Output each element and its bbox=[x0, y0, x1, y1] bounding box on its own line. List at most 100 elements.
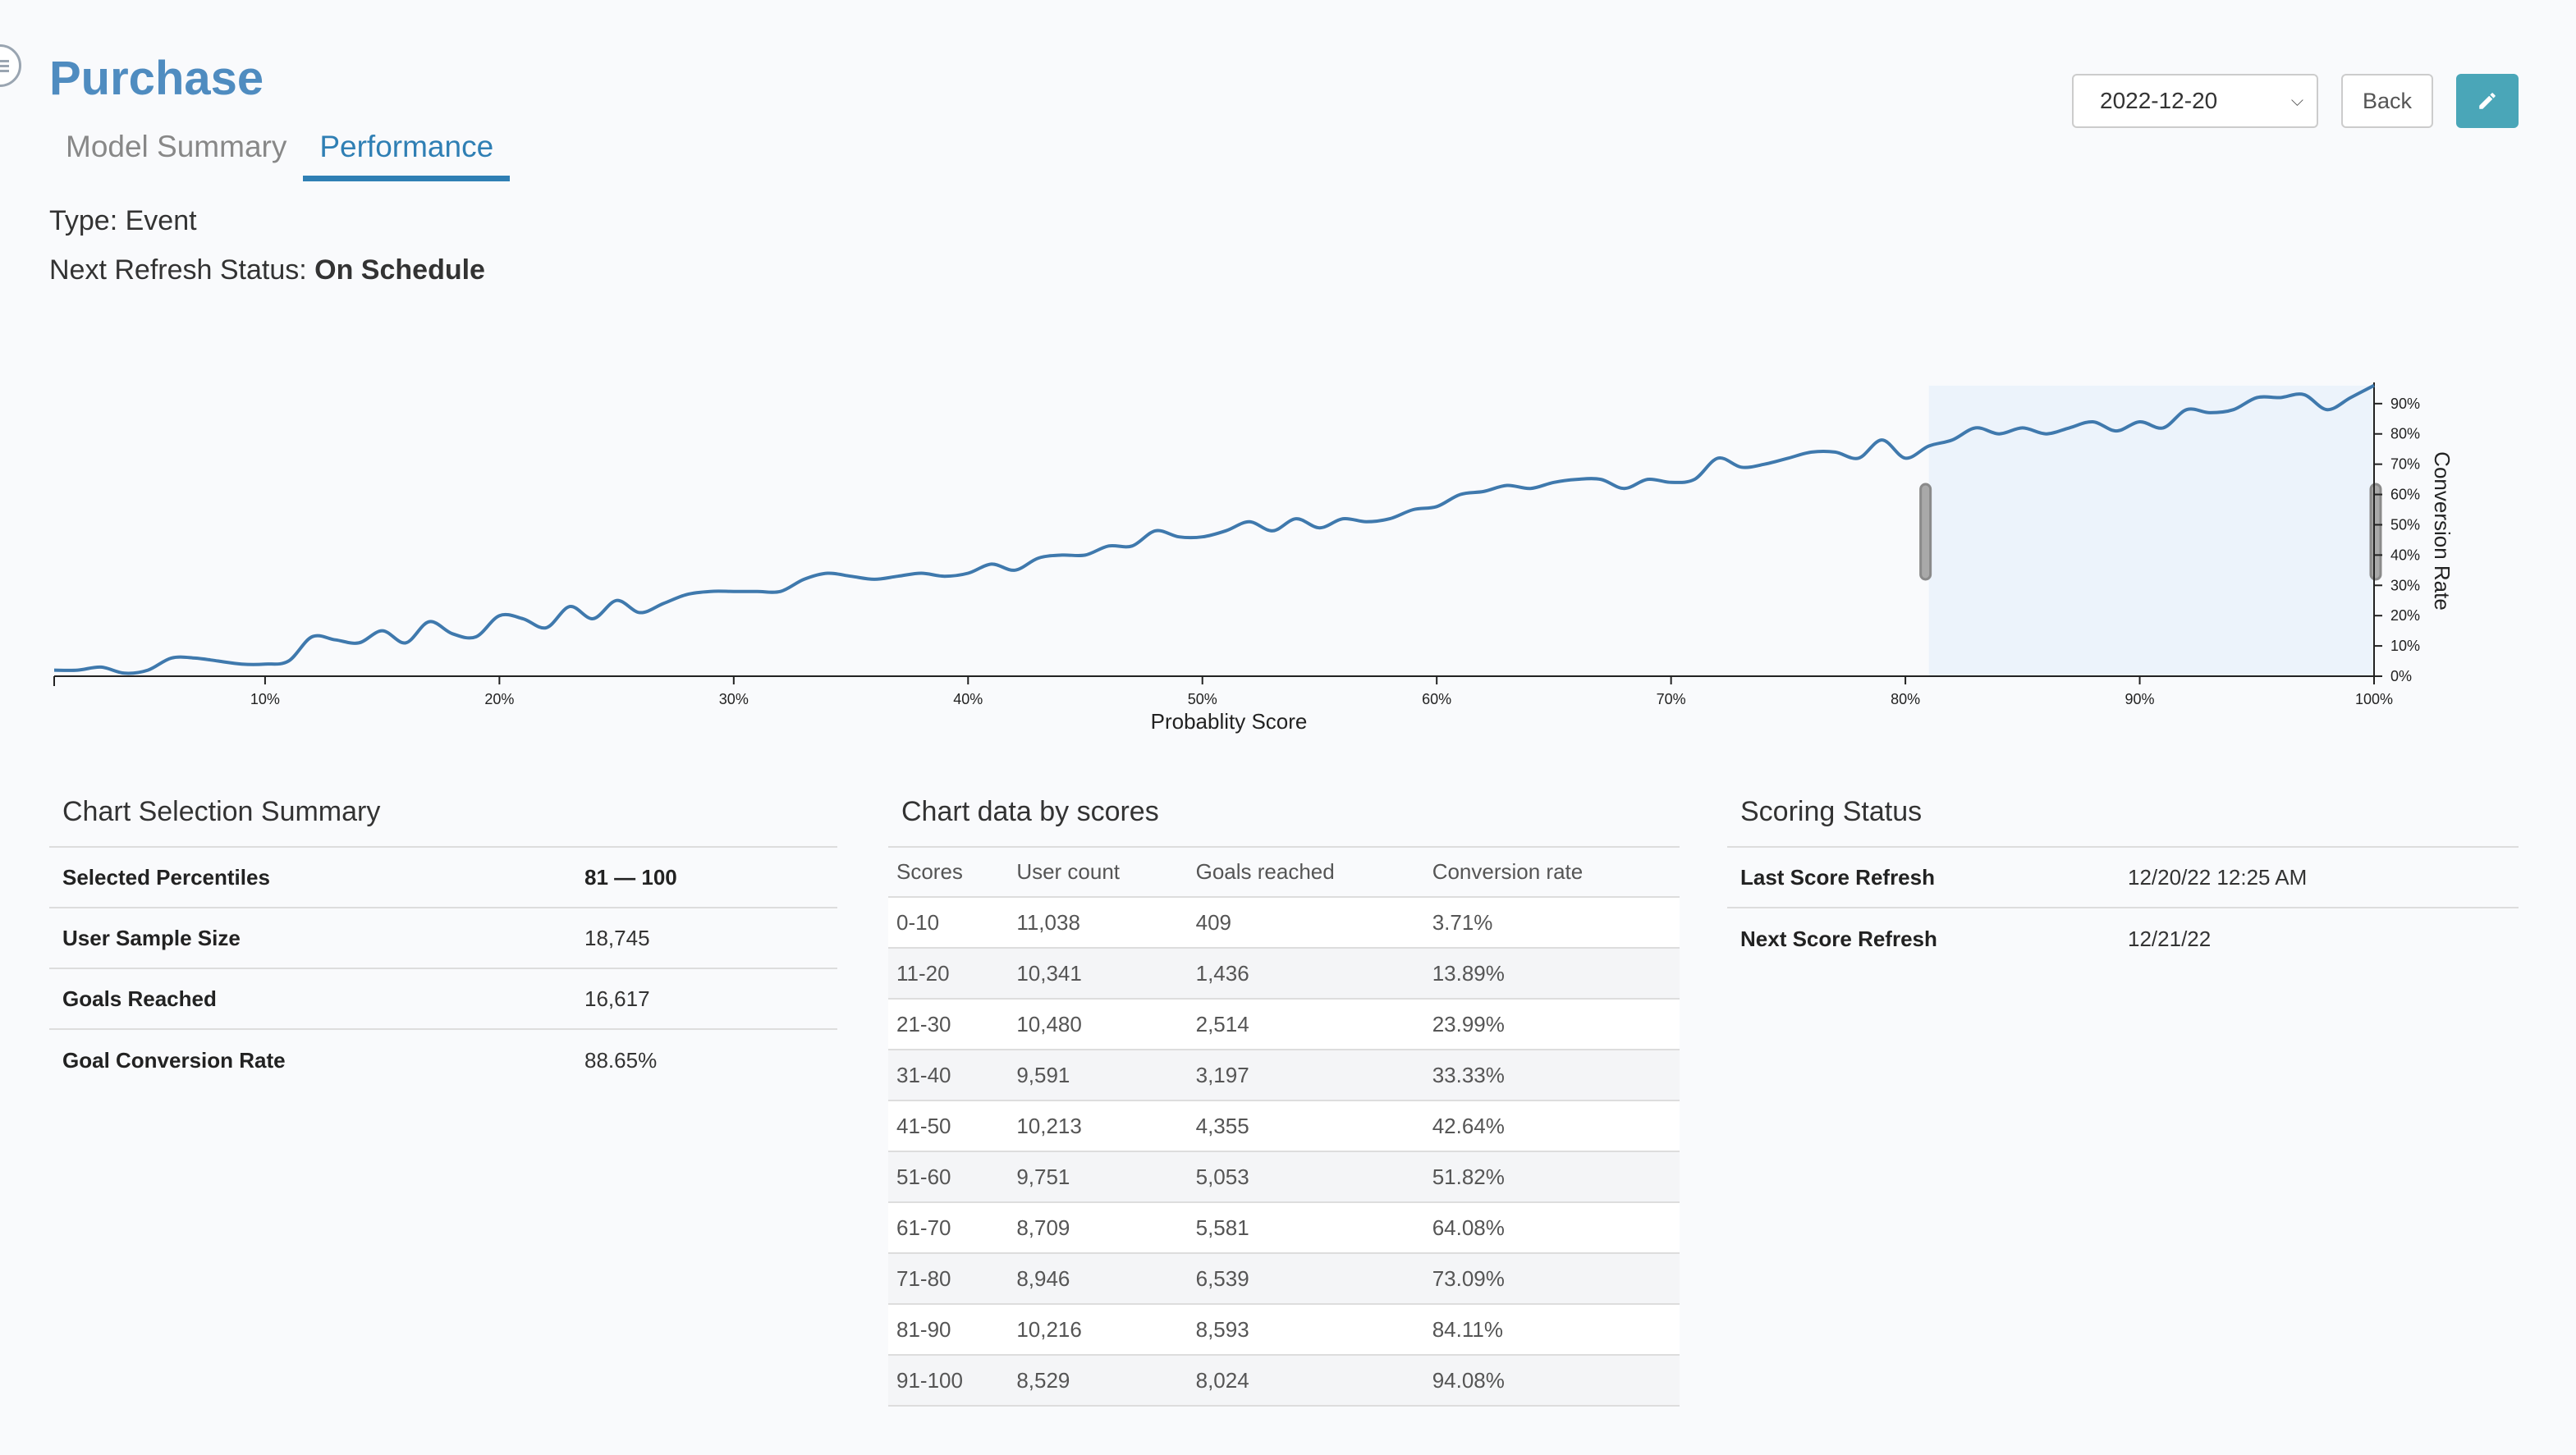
date-select-value: 2022-12-20 bbox=[2100, 88, 2218, 113]
table-row: 21-30 10,480 2,514 23.99% bbox=[888, 999, 1680, 1050]
cell-conversion-rate: 3.71% bbox=[1423, 897, 1680, 949]
cell-user-count: 11,038 bbox=[1008, 897, 1188, 949]
page-title: Purchase bbox=[49, 52, 264, 105]
tab-model-summary[interactable]: Model Summary bbox=[66, 130, 287, 163]
table-row: 11-20 10,341 1,436 13.89% bbox=[888, 948, 1680, 1000]
y-tick-label: 50% bbox=[2390, 516, 2420, 533]
cell-user-count: 8,529 bbox=[1008, 1355, 1188, 1407]
pencil-icon bbox=[2479, 93, 2496, 109]
x-tick-label: 100% bbox=[2355, 691, 2393, 707]
cell-conversion-rate: 73.09% bbox=[1423, 1253, 1680, 1305]
cell-conversion-rate: 94.08% bbox=[1423, 1355, 1680, 1407]
y-axis-ticks: 0% 10% 20% 30% 40% 50% 60% 70% 80% 90% bbox=[2374, 396, 2420, 684]
chevron-down-icon: ⌵ bbox=[2290, 91, 2303, 110]
cell-goals-reached: 8,024 bbox=[1187, 1355, 1424, 1407]
conversion-rate-line bbox=[53, 383, 2375, 675]
x-tick-label: 10% bbox=[250, 691, 280, 707]
table-row: 91-100 8,529 8,024 94.08% bbox=[888, 1355, 1680, 1407]
cell-conversion-rate: 33.33% bbox=[1423, 1050, 1680, 1101]
summary-label: Goals Reached bbox=[62, 986, 217, 1011]
tab-performance[interactable]: Performance bbox=[303, 123, 511, 181]
column-header-goals-reached[interactable]: Goals reached bbox=[1187, 848, 1424, 898]
menu-icon[interactable] bbox=[0, 44, 21, 87]
cell-scores: 11-20 bbox=[888, 948, 1009, 1000]
summary-value: 18,745 bbox=[584, 925, 650, 950]
x-tick-label: 40% bbox=[953, 691, 983, 707]
scores-table: Scores User count Goals reached Conversi… bbox=[888, 848, 1680, 1407]
cell-conversion-rate: 64.08% bbox=[1423, 1202, 1680, 1254]
cell-conversion-rate: 51.82% bbox=[1423, 1151, 1680, 1203]
y-tick-label: 80% bbox=[2390, 426, 2420, 442]
y-tick-label: 40% bbox=[2390, 547, 2420, 563]
column-header-user-count[interactable]: User count bbox=[1008, 848, 1188, 898]
summary-label: User Sample Size bbox=[62, 925, 241, 950]
cell-user-count: 9,591 bbox=[1008, 1050, 1188, 1101]
selection-summary-title: Chart Selection Summary bbox=[49, 796, 837, 848]
cell-scores: 21-30 bbox=[888, 999, 1009, 1050]
chart-selection-area[interactable] bbox=[1928, 386, 2374, 676]
status-label: Next Score Refresh bbox=[1740, 926, 1937, 951]
table-row: 31-40 9,591 3,197 33.33% bbox=[888, 1050, 1680, 1101]
cell-goals-reached: 1,436 bbox=[1187, 948, 1424, 1000]
cell-goals-reached: 3,197 bbox=[1187, 1050, 1424, 1101]
cell-scores: 41-50 bbox=[888, 1100, 1009, 1152]
summary-row-sample-size: User Sample Size 18,745 bbox=[49, 908, 837, 969]
status-row-next-refresh: Next Score Refresh 12/21/22 bbox=[1727, 908, 2519, 969]
edit-button[interactable] bbox=[2456, 74, 2519, 128]
cell-user-count: 8,709 bbox=[1008, 1202, 1188, 1254]
date-select[interactable]: 2022-12-20 ⌵ bbox=[2072, 74, 2318, 128]
chart-brush-handle-right[interactable] bbox=[2369, 483, 2382, 581]
cell-goals-reached: 409 bbox=[1187, 897, 1424, 949]
cell-goals-reached: 4,355 bbox=[1187, 1100, 1424, 1152]
top-controls: 2022-12-20 ⌵ Back bbox=[2072, 74, 2519, 128]
cell-user-count: 10,480 bbox=[1008, 999, 1188, 1050]
scores-table-title: Chart data by scores bbox=[888, 796, 1680, 848]
summary-label: Goal Conversion Rate bbox=[62, 1047, 286, 1073]
table-row: 81-90 10,216 8,593 84.11% bbox=[888, 1304, 1680, 1356]
status-value: 12/21/22 bbox=[2128, 926, 2212, 951]
cell-user-count: 9,751 bbox=[1008, 1151, 1188, 1203]
cell-goals-reached: 6,539 bbox=[1187, 1253, 1424, 1305]
x-axis-label: Probablity Score bbox=[1151, 709, 1308, 734]
status-label: Last Score Refresh bbox=[1740, 864, 1935, 890]
x-tick-label: 60% bbox=[1422, 691, 1451, 707]
tab-bar: Model Summary Performance bbox=[49, 123, 511, 181]
summary-value: 88.65% bbox=[584, 1047, 658, 1073]
model-type: Type: Event bbox=[49, 205, 197, 236]
cell-user-count: 8,946 bbox=[1008, 1253, 1188, 1305]
refresh-status-value: On Schedule bbox=[314, 254, 485, 286]
y-tick-label: 30% bbox=[2390, 577, 2420, 593]
y-tick-label: 0% bbox=[2390, 668, 2412, 684]
refresh-status: Next Refresh Status: On Schedule bbox=[49, 254, 485, 286]
cell-goals-reached: 5,053 bbox=[1187, 1151, 1424, 1203]
chart-selection-summary: Chart Selection Summary Selected Percent… bbox=[49, 796, 837, 1091]
cell-conversion-rate: 42.64% bbox=[1423, 1100, 1680, 1152]
summary-row-conversion-rate: Goal Conversion Rate 88.65% bbox=[49, 1030, 837, 1091]
x-tick-label: 20% bbox=[484, 691, 514, 707]
table-row: 71-80 8,946 6,539 73.09% bbox=[888, 1253, 1680, 1305]
x-tick-label: 50% bbox=[1188, 691, 1217, 707]
x-axis-ticks: 10% 20% 30% 40% 50% 60% 70% 80% 90% 100% bbox=[53, 676, 2393, 707]
column-header-conversion-rate[interactable]: Conversion rate bbox=[1423, 848, 1680, 898]
summary-row-goals-reached: Goals Reached 16,617 bbox=[49, 969, 837, 1030]
chart-data-by-scores: Chart data by scores Scores User count G… bbox=[888, 796, 1680, 1407]
y-axis-label: Conversion Rate bbox=[2430, 451, 2455, 611]
status-row-last-refresh: Last Score Refresh 12/20/22 12:25 AM bbox=[1727, 848, 2519, 908]
cell-scores: 91-100 bbox=[888, 1355, 1009, 1407]
x-tick-label: 30% bbox=[719, 691, 749, 707]
table-row: 51-60 9,751 5,053 51.82% bbox=[888, 1151, 1680, 1203]
back-button[interactable]: Back bbox=[2341, 74, 2433, 128]
y-tick-label: 10% bbox=[2390, 638, 2420, 654]
table-row: 61-70 8,709 5,581 64.08% bbox=[888, 1202, 1680, 1254]
cell-scores: 61-70 bbox=[888, 1202, 1009, 1254]
column-header-scores[interactable]: Scores bbox=[888, 848, 1009, 898]
cell-user-count: 10,213 bbox=[1008, 1100, 1188, 1152]
conversion-chart[interactable]: 10% 20% 30% 40% 50% 60% 70% 80% 90% 100% 0% 10% 20%… bbox=[0, 361, 2576, 755]
cell-scores: 0-10 bbox=[888, 897, 1009, 949]
cell-user-count: 10,216 bbox=[1008, 1304, 1188, 1356]
chart-brush-handle-left[interactable] bbox=[1919, 483, 1932, 581]
scoring-status: Scoring Status Last Score Refresh 12/20/… bbox=[1727, 796, 2519, 969]
table-row: 0-10 11,038 409 3.71% bbox=[888, 897, 1680, 949]
y-tick-label: 70% bbox=[2390, 456, 2420, 473]
cell-scores: 81-90 bbox=[888, 1304, 1009, 1356]
